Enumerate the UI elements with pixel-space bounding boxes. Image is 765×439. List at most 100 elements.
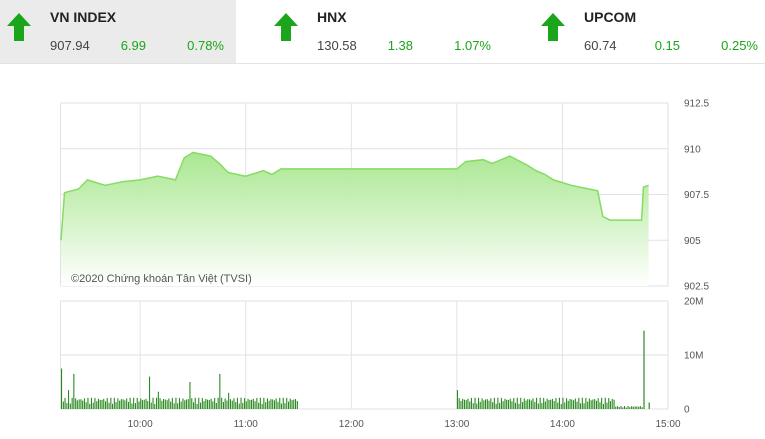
volume-bar bbox=[530, 400, 532, 409]
volume-bar bbox=[504, 398, 506, 409]
index-change: 6.99 bbox=[120, 38, 146, 53]
volume-bar bbox=[194, 397, 196, 409]
volume-bar bbox=[94, 398, 96, 409]
volume-bar bbox=[481, 398, 483, 409]
volume-bar bbox=[115, 402, 117, 409]
volume-bar bbox=[120, 399, 122, 409]
volume-bar bbox=[456, 390, 458, 409]
index-name: UPCOM bbox=[584, 9, 637, 25]
time-tick-label: 10:00 bbox=[128, 419, 153, 430]
volume-bar bbox=[228, 392, 230, 409]
volume-bar bbox=[140, 398, 142, 409]
volume-bar bbox=[175, 397, 177, 409]
tab-hnx[interactable]: HNX 130.58 1.38 1.07% bbox=[267, 0, 503, 63]
volume-bar bbox=[514, 402, 516, 409]
volume-bar bbox=[571, 399, 573, 409]
volume-bar bbox=[275, 398, 277, 409]
volume-bar bbox=[562, 397, 564, 409]
volume-bar bbox=[470, 397, 472, 409]
volume-bar bbox=[590, 400, 592, 409]
time-tick-label: 11:00 bbox=[234, 419, 259, 430]
volume-bar bbox=[557, 402, 559, 409]
volume-bar bbox=[99, 399, 101, 409]
volume-bar bbox=[235, 402, 237, 409]
volume-bar bbox=[624, 406, 626, 409]
volume-bar bbox=[143, 399, 145, 409]
volume-bar bbox=[173, 403, 175, 409]
volume-bar bbox=[601, 397, 603, 409]
volume-bars bbox=[61, 330, 650, 409]
volume-bar bbox=[583, 403, 585, 409]
volume-bar bbox=[236, 397, 238, 409]
volume-bar bbox=[462, 398, 464, 409]
volume-bar bbox=[279, 397, 281, 409]
volume-bar bbox=[566, 398, 568, 409]
volume-bar bbox=[75, 398, 77, 409]
volume-bar bbox=[103, 398, 105, 409]
volume-bar bbox=[611, 398, 613, 409]
volume-bar bbox=[168, 398, 170, 409]
volume-bar bbox=[182, 398, 184, 409]
volume-bar bbox=[124, 400, 126, 409]
volume-bar bbox=[511, 401, 513, 409]
volume-bar bbox=[488, 400, 490, 409]
tab-upcom[interactable]: UPCOM 60.74 0.15 0.25% bbox=[534, 0, 765, 63]
volume-bar bbox=[608, 398, 610, 409]
volume-bar bbox=[636, 406, 638, 409]
volume-bar bbox=[546, 398, 548, 409]
volume-bar bbox=[613, 399, 615, 409]
volume-bar bbox=[147, 401, 149, 409]
volume-bar bbox=[606, 402, 608, 409]
volume-bar bbox=[180, 401, 182, 409]
volume-bar bbox=[564, 402, 566, 409]
volume-bar bbox=[543, 397, 545, 409]
volume-bar bbox=[277, 401, 279, 409]
index-percent: 1.07% bbox=[454, 38, 491, 53]
volume-bar bbox=[638, 406, 640, 409]
index-change: 1.38 bbox=[387, 38, 413, 53]
volume-bar bbox=[286, 397, 288, 409]
volume-bar bbox=[203, 401, 205, 409]
volume-bar bbox=[506, 399, 508, 409]
volume-bar bbox=[544, 401, 546, 409]
time-tick-label: 14:00 bbox=[550, 419, 575, 430]
volume-bar bbox=[159, 398, 161, 409]
volume-bar bbox=[643, 330, 645, 409]
volume-bar bbox=[82, 400, 84, 409]
volume-bar bbox=[569, 399, 571, 409]
volume-bar bbox=[254, 401, 256, 409]
volume-bar bbox=[219, 373, 221, 409]
up-arrow-icon bbox=[7, 13, 31, 41]
volume-bar bbox=[240, 397, 242, 409]
volume-bar bbox=[529, 399, 531, 409]
volume-bar bbox=[270, 399, 272, 409]
volume-bar bbox=[108, 402, 110, 409]
volume-bar bbox=[166, 400, 168, 409]
volume-bar bbox=[83, 398, 85, 409]
volume-bar bbox=[141, 400, 143, 409]
volume-bar bbox=[295, 399, 297, 409]
volume-bar bbox=[78, 399, 80, 409]
volume-bar bbox=[117, 398, 119, 409]
volume-bar bbox=[518, 403, 520, 409]
intraday-chart: ©2020 Chứng khoán Tân Việt (TVSI) 912.59… bbox=[60, 99, 709, 430]
volume-bar bbox=[258, 402, 260, 409]
volume-bar bbox=[76, 400, 78, 409]
volume-bar bbox=[201, 398, 203, 409]
tab-vn-index[interactable]: VN INDEX 907.94 6.99 0.78% bbox=[0, 0, 236, 63]
volume-bar bbox=[268, 400, 270, 409]
volume-bar bbox=[604, 397, 606, 409]
volume-bar bbox=[224, 398, 226, 409]
volume-bar bbox=[578, 397, 580, 409]
volume-bar bbox=[133, 397, 135, 409]
volume-bar bbox=[164, 399, 166, 409]
price-tick-label: 905 bbox=[684, 236, 701, 247]
volume-bar bbox=[113, 397, 115, 409]
volume-bar bbox=[196, 404, 198, 409]
index-percent: 0.25% bbox=[721, 38, 758, 53]
price-tick-label: 902.5 bbox=[684, 282, 709, 293]
index-change: 0.15 bbox=[654, 38, 680, 53]
volume-bar bbox=[587, 401, 589, 409]
volume-bar bbox=[145, 398, 147, 409]
volume-bar bbox=[620, 406, 622, 409]
